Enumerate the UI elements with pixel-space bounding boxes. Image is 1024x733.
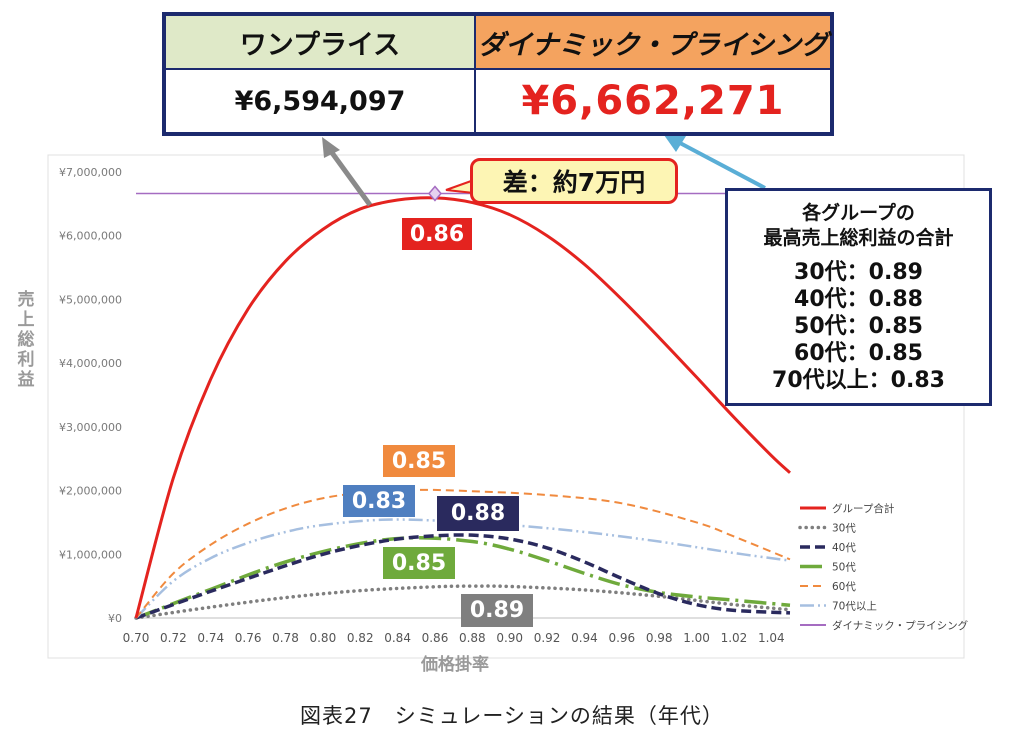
x-tick-label: 0.94 xyxy=(571,631,598,645)
x-tick-label: 0.98 xyxy=(646,631,673,645)
legend-label: 40代 xyxy=(832,542,856,554)
series-line-70代以上 xyxy=(135,518,791,619)
arrowhead-dynamic xyxy=(664,135,686,152)
summary-row: 70代以上：0.83 xyxy=(772,368,945,393)
peak-label-total: 0.86 xyxy=(402,218,472,250)
y-tick-label: ¥0 xyxy=(108,612,122,625)
arrow-one-price xyxy=(327,148,373,207)
y-tick-label: ¥7,000,000 xyxy=(59,166,122,179)
summary-title-2: 最高売上総利益の合計 xyxy=(763,227,954,249)
x-tick-label: 0.74 xyxy=(197,631,224,645)
series-line-グループ合計 xyxy=(134,196,792,619)
y-axis-label: 売上総利益 xyxy=(17,290,35,390)
legend-label: ダイナミック・プライシング xyxy=(832,619,969,632)
x-tick-label: 0.84 xyxy=(384,631,411,645)
peak-label-70s: 0.83 xyxy=(343,485,415,517)
summary-row: 50代：0.85 xyxy=(794,314,923,339)
x-tick-label: 0.90 xyxy=(496,631,523,645)
figure-caption: 図表27 シミュレーションの結果（年代） xyxy=(300,704,724,728)
one-price-value: ¥6,594,097 xyxy=(165,69,475,133)
dynamic-pricing-header: ダイナミック・プライシング xyxy=(475,15,831,69)
summary-box: 各グループの 最高売上総利益の合計 30代：0.89 40代：0.88 50代：… xyxy=(725,188,992,406)
legend-label: 30代 xyxy=(832,523,856,535)
x-tick-label: 1.02 xyxy=(721,631,748,645)
peak-label-60s: 0.85 xyxy=(383,445,455,477)
summary-row: 40代：0.88 xyxy=(794,287,923,312)
summary-title-1: 各グループの xyxy=(802,202,915,224)
x-tick-label: 0.86 xyxy=(422,631,449,645)
x-axis-label: 価格掛率 xyxy=(421,655,489,675)
y-tick-label: ¥6,000,000 xyxy=(59,230,122,243)
y-tick-label: ¥2,000,000 xyxy=(59,485,122,498)
x-tick-label: 1.00 xyxy=(683,631,710,645)
legend-label: 50代 xyxy=(832,562,856,574)
summary-row: 30代：0.89 xyxy=(794,260,923,285)
dynamic-pricing-value: ¥6,662,271 xyxy=(475,69,831,133)
summary-row: 60代：0.85 xyxy=(794,341,923,366)
x-tick-label: 0.72 xyxy=(160,631,187,645)
y-tick-label: ¥4,000,000 xyxy=(59,357,122,370)
peak-label-50s: 0.85 xyxy=(383,547,455,579)
legend-label: 60代 xyxy=(832,581,856,593)
peak-marker xyxy=(427,185,442,202)
x-tick-label: 0.96 xyxy=(608,631,635,645)
x-tick-label: 0.88 xyxy=(459,631,486,645)
x-tick-label: 1.04 xyxy=(758,631,785,645)
arrow-dynamic xyxy=(679,141,766,190)
peak-label-40s: 0.88 xyxy=(437,496,519,531)
x-tick-label: 0.92 xyxy=(534,631,561,645)
series-line-50代 xyxy=(135,535,791,620)
series-line-40代 xyxy=(135,533,791,620)
y-tick-label: ¥1,000,000 xyxy=(59,548,122,561)
x-tick-label: 0.78 xyxy=(272,631,299,645)
x-tick-label: 0.80 xyxy=(309,631,336,645)
price-comparison-table: ワンプライス ダイナミック・プライシング ¥6,594,097 ¥6,662,2… xyxy=(162,12,834,136)
legend-label: グループ合計 xyxy=(832,502,895,515)
y-tick-label: ¥5,000,000 xyxy=(59,293,122,306)
one-price-header: ワンプライス xyxy=(165,15,475,69)
y-tick-label: ¥3,000,000 xyxy=(59,421,122,434)
x-tick-label: 0.70 xyxy=(123,631,150,645)
x-tick-label: 0.82 xyxy=(347,631,374,645)
peak-label-30s: 0.89 xyxy=(461,594,533,627)
legend-label: 70代以上 xyxy=(832,601,877,613)
arrowhead-one-price xyxy=(322,137,340,158)
x-tick-label: 0.76 xyxy=(235,631,262,645)
difference-callout: 差：約7万円 xyxy=(470,158,678,204)
